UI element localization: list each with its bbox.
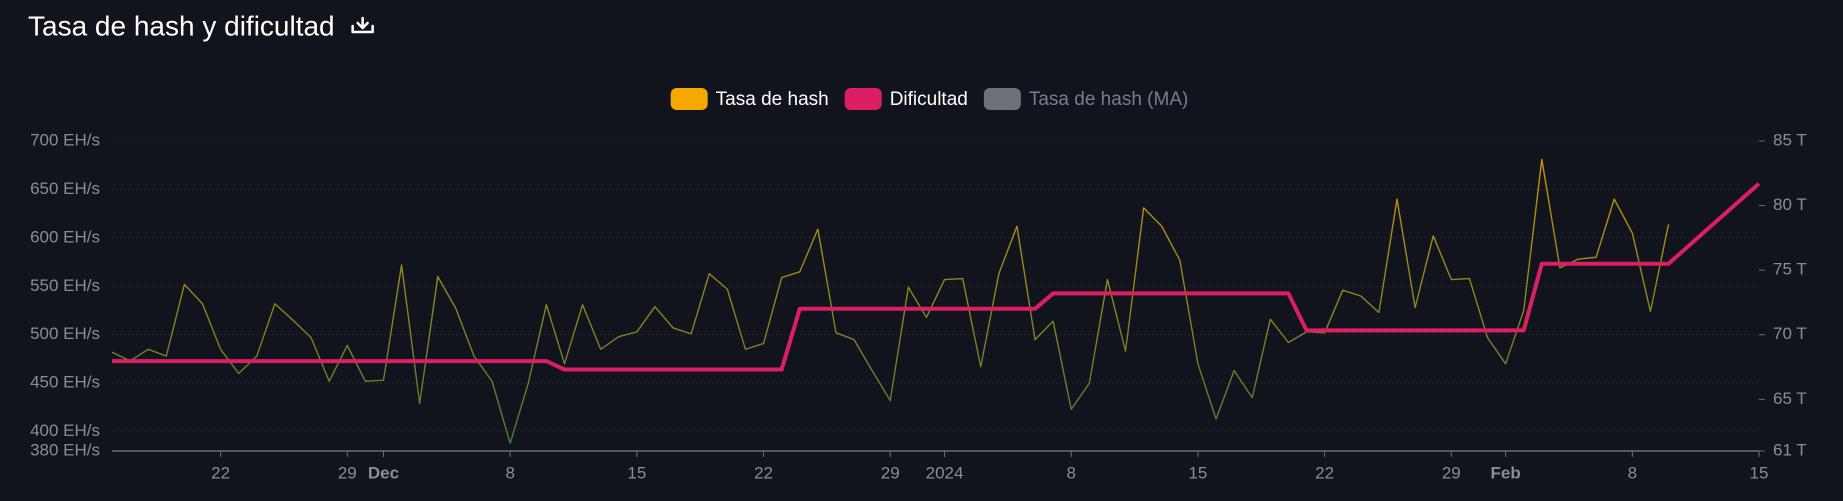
legend-label: Tasa de hash [716,89,829,110]
x-tick-label: 2024 [926,463,964,482]
legend-swatch [983,88,1021,110]
y-tick-label: 700 EH/s [30,130,100,149]
y-tick-label: 450 EH/s [30,373,100,392]
y-tick-label: 500 EH/s [30,324,100,343]
x-tick-label: 22 [1315,463,1334,482]
legend: Tasa de hash Dificultad Tasa de hash (MA) [670,88,1188,110]
legend-item[interactable]: Tasa de hash [670,88,829,110]
y2-tick-label: 80 T [1773,195,1807,214]
x-tick-label: 22 [211,463,230,482]
hashrate-line [111,158,1670,444]
y2-tick-label: 85 T [1773,130,1807,149]
x-tick-label: 8 [1628,463,1637,482]
y-tick-label: 380 EH/s [30,440,100,459]
x-tick-label: 29 [881,463,900,482]
chart-title: Tasa de hash y dificultad [28,10,335,41]
y-tick-label: 600 EH/s [30,227,100,246]
x-tick-label: 15 [1750,463,1769,482]
legend-swatch [844,88,882,110]
x-tick-label: 29 [338,463,357,482]
x-tick-label: 22 [754,463,773,482]
y-tick-label: 650 EH/s [30,179,100,198]
x-tick-label: Dec [368,463,399,482]
download-button[interactable] [351,16,374,34]
x-tick-label: 15 [1188,463,1207,482]
difficulty-line [112,182,1761,372]
legend-label: Dificultad [890,89,968,110]
y2-tick-label: 65 T [1773,389,1807,408]
x-tick-label: 8 [1067,463,1076,482]
y-tick-label: 400 EH/s [30,421,100,440]
x-tick-label: 29 [1442,463,1461,482]
x-tick-label: 8 [505,463,514,482]
y2-tick-label: 75 T [1773,260,1807,279]
legend-label: Tasa de hash (MA) [1029,89,1188,110]
legend-item[interactable]: Dificultad [844,88,968,110]
legend-item[interactable]: Tasa de hash (MA) [983,88,1188,110]
legend-swatch [670,88,708,110]
x-tick-label: 15 [627,463,646,482]
x-tick-label: Feb [1490,463,1520,482]
y2-tick-label: 70 T [1773,324,1807,343]
y-tick-label: 550 EH/s [30,276,100,295]
y2-tick-label: 61 T [1773,440,1807,459]
